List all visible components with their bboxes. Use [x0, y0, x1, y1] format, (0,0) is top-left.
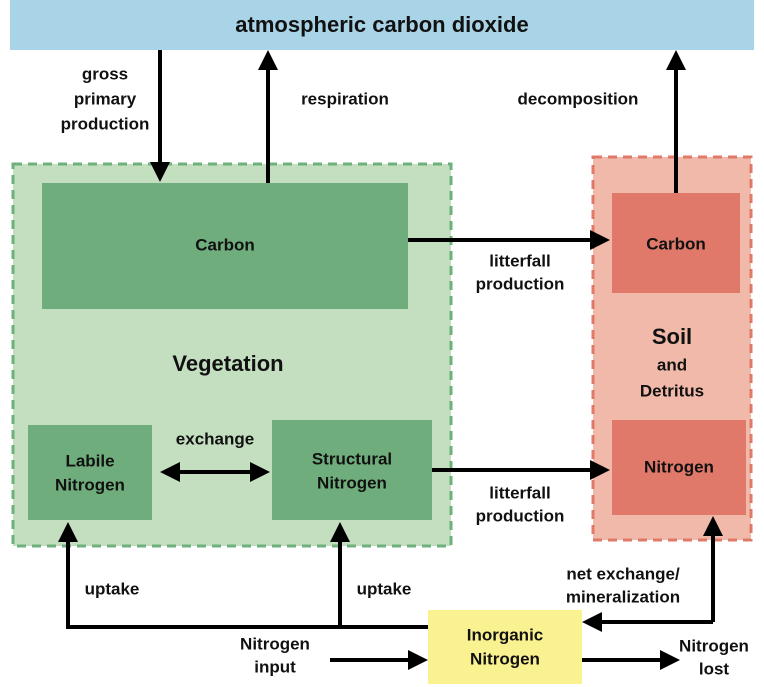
node-label: Carbon	[195, 235, 255, 254]
soil-nitrogen-box	[612, 420, 746, 515]
node-label: Inorganic	[467, 625, 544, 644]
edge-label: litterfall	[489, 483, 550, 502]
group-label: Vegetation	[172, 351, 283, 376]
node-label: Nitrogen	[317, 473, 387, 492]
edge-label: Nitrogen	[240, 634, 310, 653]
group-label: Detritus	[640, 381, 704, 400]
edge-label: exchange	[176, 429, 254, 448]
edge-label: uptake	[85, 579, 140, 598]
labile-box	[28, 425, 152, 520]
edge-label: mineralization	[566, 587, 680, 606]
edge-label: input	[254, 657, 296, 676]
node-label: Nitrogen	[470, 649, 540, 668]
group-label: Soil	[652, 324, 692, 349]
group-label: and	[657, 355, 687, 374]
edge-label: primary	[74, 89, 137, 108]
edge-label: net exchange/	[566, 564, 680, 583]
vegetation-carbon-box	[42, 183, 408, 309]
node-label: Nitrogen	[644, 457, 714, 476]
structural-box	[272, 420, 432, 520]
atmosphere-label: atmospheric carbon dioxide	[235, 12, 528, 37]
edge-label: production	[61, 114, 150, 133]
edge-label: gross	[82, 64, 128, 83]
edge-label: litterfall	[489, 251, 550, 270]
inorganic-box	[428, 610, 582, 684]
edge-label: lost	[699, 659, 730, 678]
atmosphere-box	[10, 0, 754, 50]
node-label: Nitrogen	[55, 475, 125, 494]
edge-label: respiration	[301, 89, 389, 108]
edge-label: production	[476, 274, 565, 293]
node-label: Carbon	[646, 234, 706, 253]
edge-label: uptake	[357, 579, 412, 598]
node-label: Labile	[65, 451, 114, 470]
edge-label: production	[476, 506, 565, 525]
edge-label: Nitrogen	[679, 636, 749, 655]
node-label: Structural	[312, 449, 392, 468]
soil-carbon-box	[612, 193, 740, 293]
arrows	[58, 50, 723, 670]
edge-label: decomposition	[518, 89, 639, 108]
